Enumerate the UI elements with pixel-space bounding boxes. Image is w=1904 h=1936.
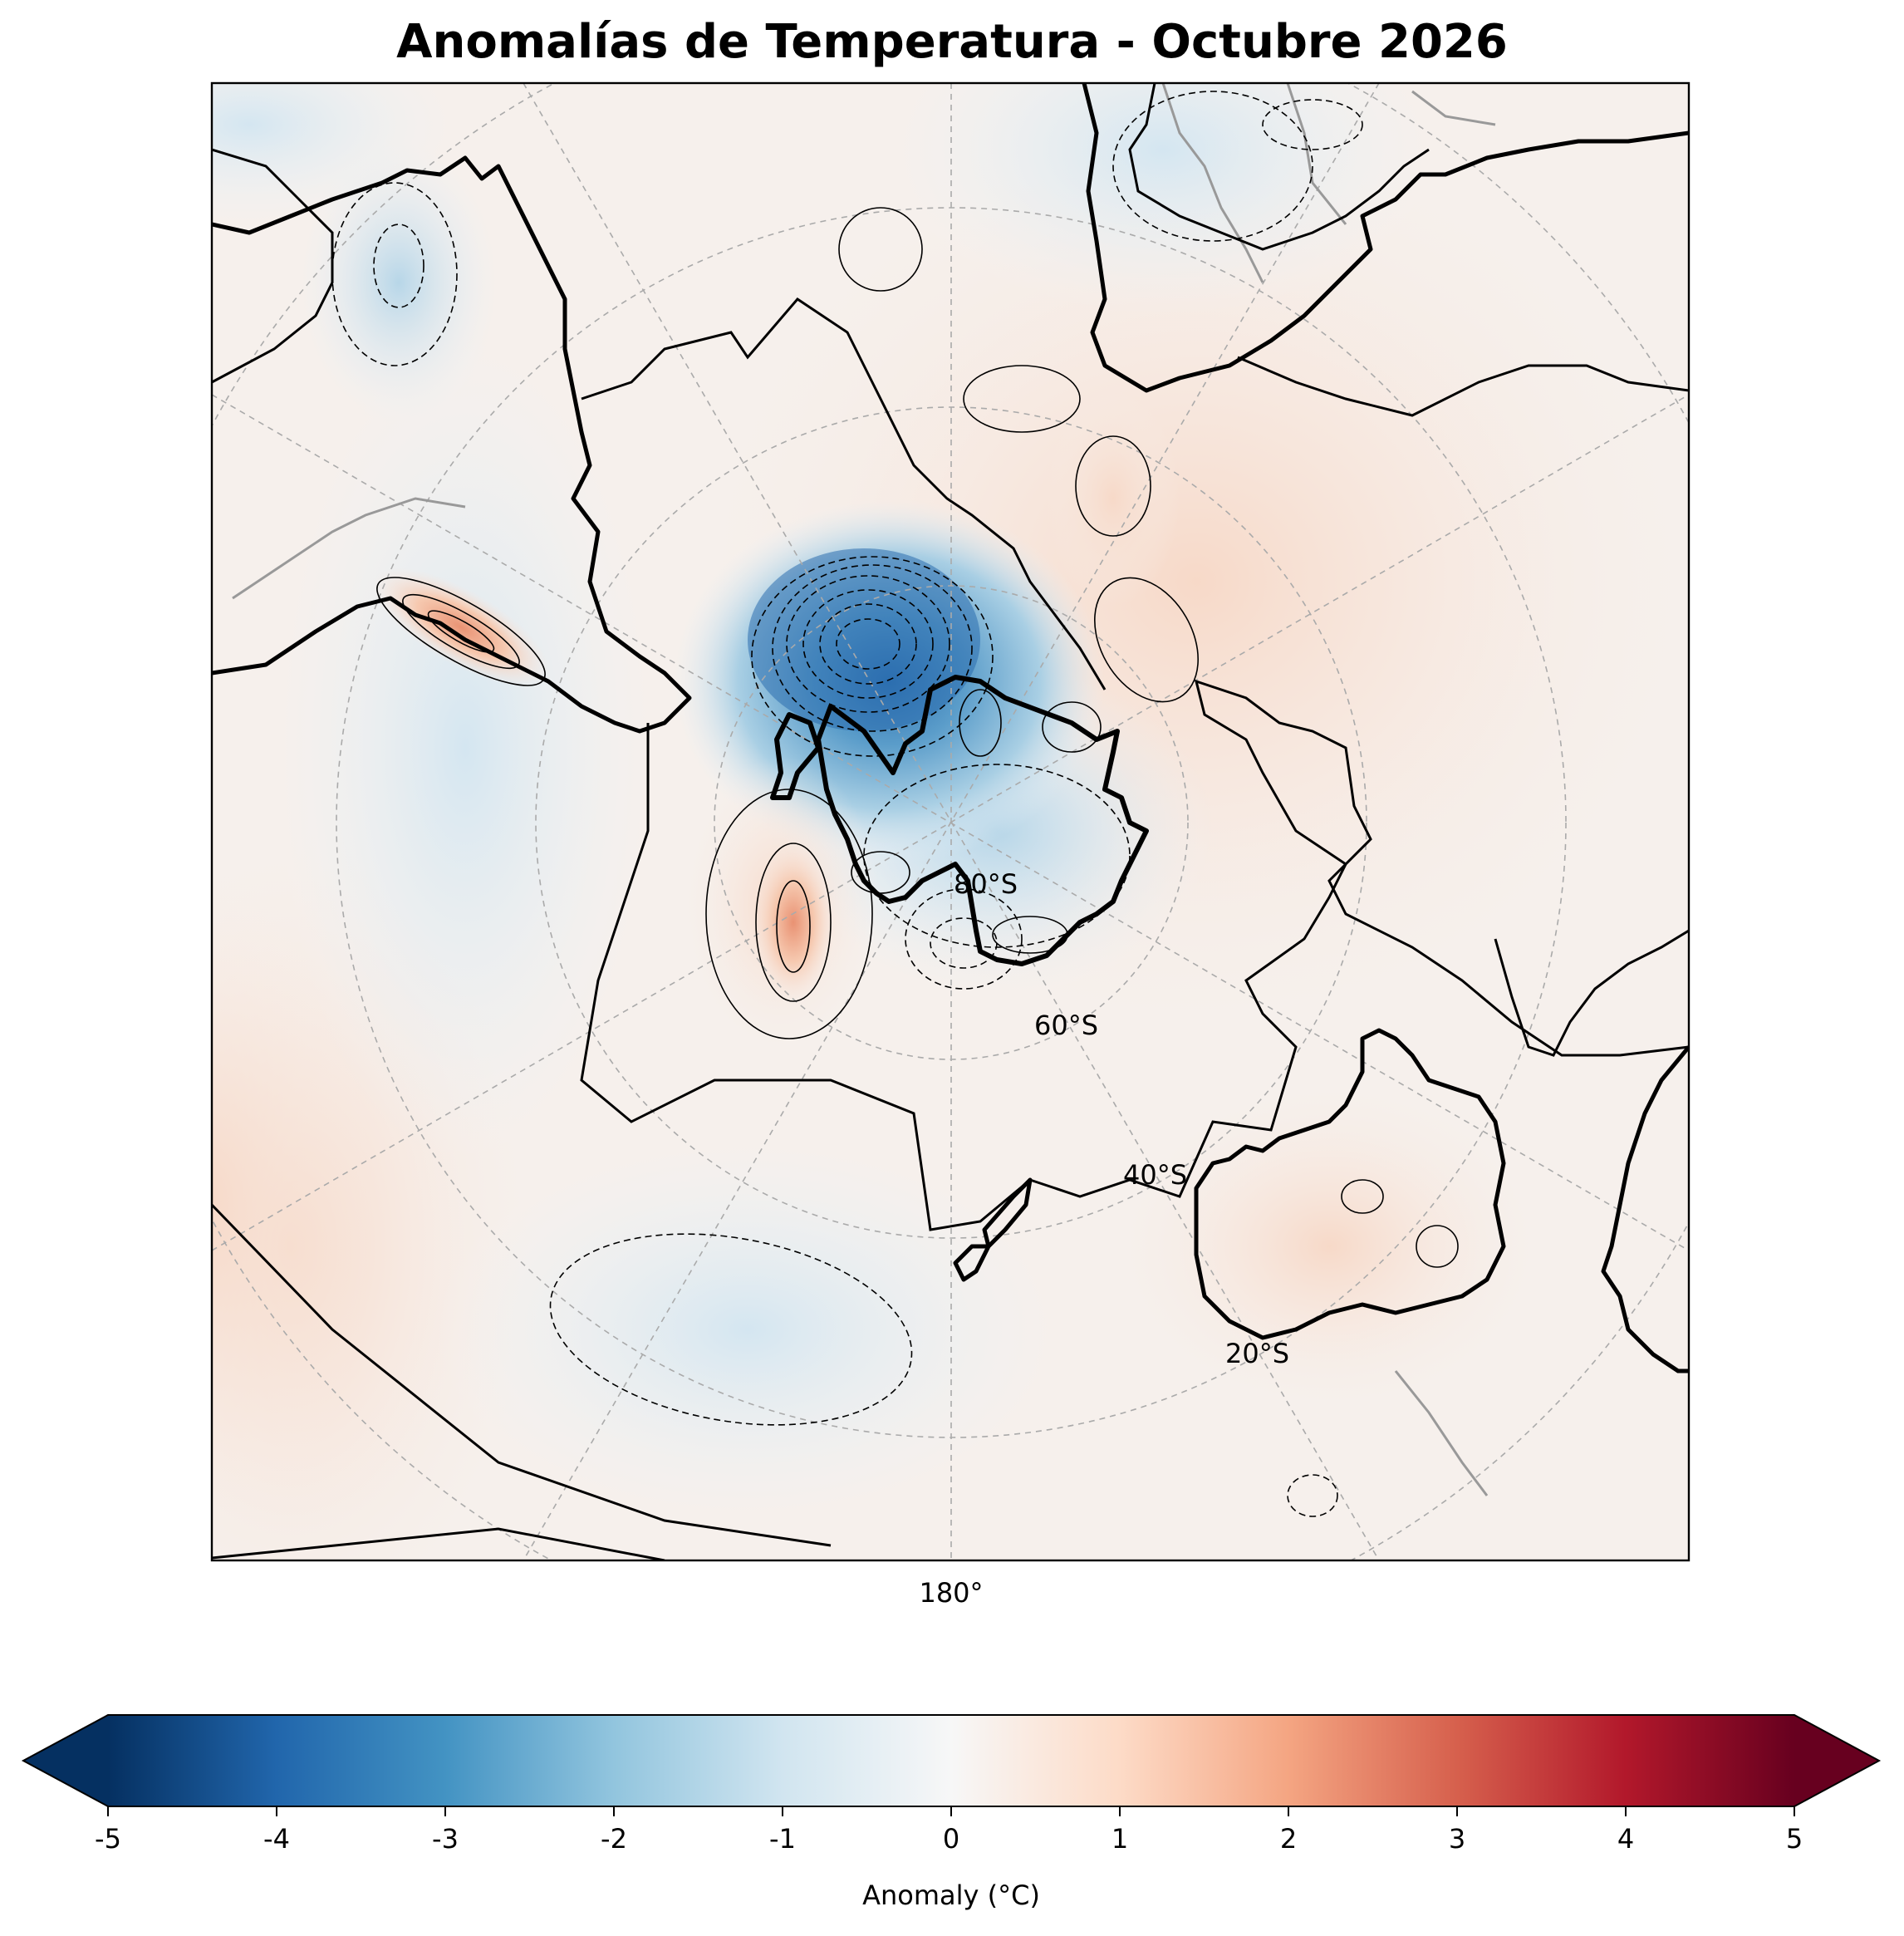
lat-label-40: 40°S [1123, 1159, 1187, 1191]
colorbar-label: Anomaly (°C) [862, 1879, 1040, 1911]
colorbar-tick-label: -2 [601, 1823, 627, 1855]
coastlines [212, 83, 1689, 1373]
antarctic-peninsula [770, 712, 821, 800]
colorbar-tick-label: -1 [769, 1823, 796, 1855]
map-title: Anomalías de Temperatura - Octubre 2026 [396, 15, 1508, 69]
cold-contours [331, 91, 1363, 1517]
colorbar-ticks: -5 -4 -3 -2 -1 0 1 2 3 4 5 [95, 1806, 1803, 1855]
map-panel: 80°S 60°S 40°S 20°S [212, 83, 1689, 1560]
colorbar-tick-label: -4 [263, 1823, 290, 1855]
lat-label-20: 20°S [1225, 1338, 1289, 1369]
map-frame [210, 81, 1691, 1562]
zero-contour [212, 1203, 832, 1560]
country-borders [232, 83, 1496, 1496]
africa-coast [1601, 1045, 1689, 1373]
lat-label-80: 80°S [954, 868, 1018, 900]
north-america-coast [212, 155, 692, 734]
south-america-coast [1082, 83, 1689, 393]
zero-contour [580, 679, 1689, 1231]
colorbar-tick-label: -3 [432, 1823, 459, 1855]
colorbar-gradient [108, 1715, 1794, 1806]
anomaly-field [212, 83, 1689, 1560]
colorbar-tick-label: 0 [943, 1823, 959, 1855]
colorbar-tick-label: 3 [1449, 1823, 1465, 1855]
warm-contours [376, 207, 1459, 1268]
zero-contour [1237, 356, 1689, 417]
colorbar-tick-label: 4 [1617, 1823, 1634, 1855]
zero-contour [212, 148, 334, 384]
lat-label-60: 60°S [1034, 1010, 1098, 1041]
new-zealand-coast [953, 1177, 1033, 1282]
colorbar-tick-label: 2 [1280, 1823, 1297, 1855]
colorbar-tick-label: 1 [1111, 1823, 1128, 1855]
colorbar-tick-label: -5 [95, 1823, 121, 1855]
zero-contour [581, 297, 1107, 690]
zero-contour [1128, 83, 1430, 251]
colorbar-extend-min [23, 1715, 108, 1806]
lon-label-180: 180° [919, 1577, 983, 1609]
colorbar-extend-max [1794, 1715, 1879, 1806]
colorbar: -5 -4 -3 -2 -1 0 1 2 3 4 5 Anomaly (°C) [21, 1714, 1882, 1911]
colorbar-tick-label: 5 [1786, 1823, 1803, 1855]
zero-contour [1494, 929, 1689, 1057]
antarctica-coast [816, 675, 1149, 966]
graticule [212, 83, 1689, 1560]
anomaly-contours [212, 83, 1689, 1560]
australia-coast [1194, 1028, 1506, 1340]
